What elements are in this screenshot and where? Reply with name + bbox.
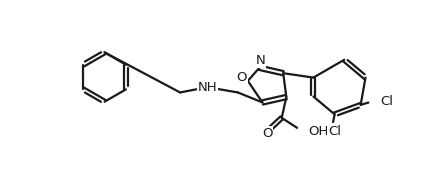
Text: N: N (256, 54, 266, 67)
Text: O: O (236, 71, 247, 84)
Text: Cl: Cl (328, 125, 341, 138)
Text: Cl: Cl (380, 94, 393, 107)
Text: NH: NH (198, 81, 218, 94)
Text: OH: OH (308, 125, 328, 138)
Text: O: O (262, 127, 273, 140)
